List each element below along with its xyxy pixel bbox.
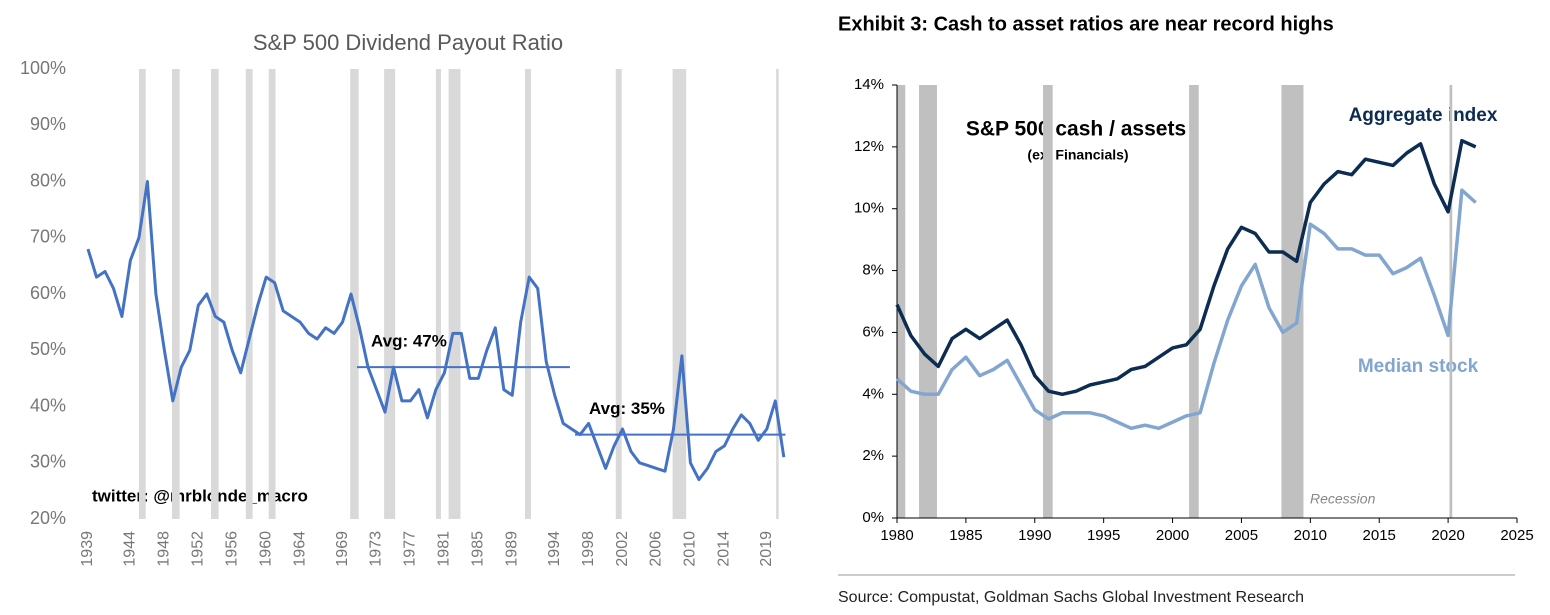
x-tick-label: 2005 <box>1225 527 1258 544</box>
line-series <box>86 180 786 482</box>
average-label: Avg: 35% <box>589 399 665 418</box>
x-tick-label: 1973 <box>368 531 385 567</box>
recession-band <box>524 69 531 519</box>
y-tick-label: 12% <box>854 138 884 155</box>
x-tick-label: 1985 <box>949 527 982 544</box>
x-tick-label: 1990 <box>1018 527 1051 544</box>
x-tick-label: 2025 <box>1500 527 1533 544</box>
x-tick-label: 2010 <box>682 531 699 567</box>
y-tick-label: 70% <box>30 227 66 247</box>
x-tick-label: 1969 <box>334 531 351 567</box>
x-tick-label: 1944 <box>122 531 139 567</box>
x-tick-label: 1994 <box>546 531 563 567</box>
line-series <box>895 138 1477 397</box>
recession-band <box>672 69 687 519</box>
x-tick-label: 1952 <box>190 531 207 567</box>
y-tick-label: 40% <box>30 395 66 415</box>
y-tick-label: 6% <box>862 323 884 340</box>
recession-band <box>776 69 779 519</box>
legend-label: Aggregate index <box>1349 105 1498 126</box>
x-tick-label: 1964 <box>291 531 308 567</box>
recession-band <box>245 69 253 519</box>
x-tick-label: 1977 <box>402 531 419 567</box>
y-tick-label: 80% <box>30 170 66 190</box>
recession-band <box>1281 85 1304 518</box>
x-tick-label: 1980 <box>880 527 913 544</box>
recession-band <box>919 85 937 518</box>
annotation: (ex. Financials) <box>1027 147 1128 163</box>
x-tick-label: 2015 <box>1363 527 1396 544</box>
x-tick-label: 1960 <box>257 531 274 567</box>
annotation: twitter: @mrblonde_macro <box>92 486 308 505</box>
y-tick-label: 0% <box>862 509 884 526</box>
x-tick-label: 2002 <box>614 531 631 567</box>
x-tick-label: 1939 <box>79 531 96 567</box>
recession-band <box>211 69 219 519</box>
recession-band <box>350 69 359 519</box>
recession-label: Recession <box>1310 491 1376 507</box>
x-tick-label: 1995 <box>1087 527 1120 544</box>
annotation: S&P 500 cash / assets <box>966 118 1186 141</box>
x-tick-label: 2014 <box>716 531 733 567</box>
x-tick-label: 1956 <box>223 531 240 567</box>
line-series <box>895 188 1477 431</box>
y-tick-label: 60% <box>30 283 66 303</box>
x-tick-label: 1948 <box>156 531 173 567</box>
y-tick-label: 14% <box>854 76 884 93</box>
x-tick-label: 2020 <box>1431 527 1464 544</box>
chart-title: S&P 500 Dividend Payout Ratio <box>253 30 563 55</box>
y-tick-label: 2% <box>862 447 884 464</box>
recession-band <box>138 69 146 519</box>
y-tick-label: 10% <box>854 200 884 217</box>
recession-band <box>172 69 180 519</box>
x-tick-label: 1985 <box>470 531 487 567</box>
x-tick-label: 2010 <box>1294 527 1327 544</box>
recession-band <box>435 69 441 519</box>
x-tick-label: 1998 <box>580 531 597 567</box>
chart-title: Exhibit 3: Cash to asset ratios are near… <box>838 13 1334 35</box>
y-tick-label: 50% <box>30 339 66 359</box>
x-tick-label: 1989 <box>503 531 520 567</box>
recession-band <box>897 85 906 518</box>
x-tick-label: 2019 <box>758 531 775 567</box>
recession-band <box>384 69 396 519</box>
y-tick-label: 90% <box>30 114 66 134</box>
y-tick-label: 30% <box>30 452 66 472</box>
y-tick-label: 8% <box>862 262 884 279</box>
recession-band <box>448 69 461 519</box>
average-label: Avg: 47% <box>371 332 447 351</box>
y-tick-label: 100% <box>20 58 66 78</box>
source: Source: Compustat, Goldman Sachs Global … <box>838 589 1304 606</box>
recession-band <box>1043 85 1053 518</box>
y-tick-label: 20% <box>30 508 66 528</box>
legend-label: Median stock <box>1358 356 1479 377</box>
x-tick-label: 2006 <box>648 531 665 567</box>
y-tick-label: 4% <box>862 385 884 402</box>
x-tick-label: 2000 <box>1156 527 1189 544</box>
recession-band <box>1189 85 1199 518</box>
recession-band <box>268 69 276 519</box>
recession-band <box>615 69 622 519</box>
x-tick-label: 1981 <box>436 531 453 567</box>
